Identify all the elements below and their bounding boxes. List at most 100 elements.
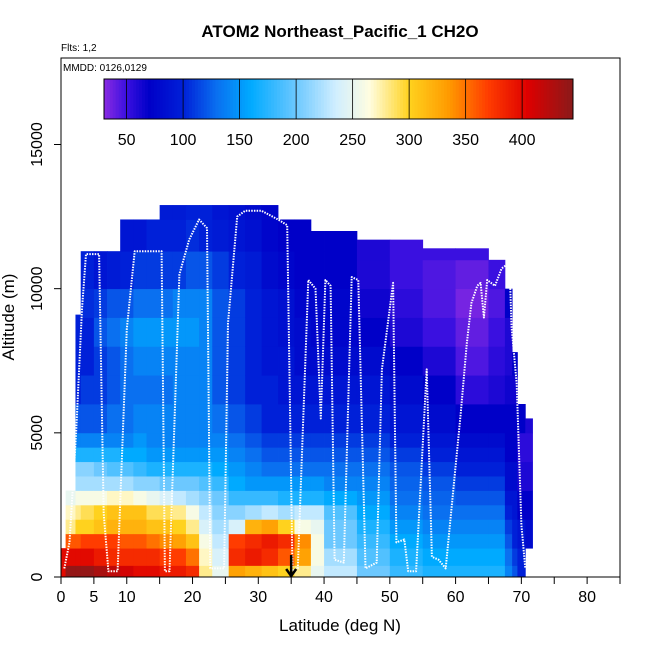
heatmap-cell <box>356 461 391 477</box>
heatmap-cell <box>133 375 147 405</box>
heatmap-cell <box>146 251 161 290</box>
colorbar-swatch <box>288 79 293 119</box>
colorbar-swatch <box>487 79 492 119</box>
colorbar-swatch <box>467 79 471 119</box>
heatmap-cell <box>133 461 147 477</box>
heatmap-cell <box>172 461 187 477</box>
x-tick-label: 80 <box>578 589 596 606</box>
colorbar-swatch <box>417 79 422 119</box>
colorbar-swatch <box>224 79 228 119</box>
heatmap-cell <box>356 476 391 491</box>
heatmap-cell <box>228 375 246 405</box>
heatmap-cell <box>199 317 213 347</box>
colorbar-swatch <box>268 79 272 119</box>
heatmap-cell <box>389 565 424 577</box>
heatmap-cell <box>422 317 456 347</box>
heatmap-cell <box>278 519 295 535</box>
colorbar-swatch <box>180 79 184 119</box>
heatmap-cell <box>185 432 200 448</box>
heatmap-cell <box>212 548 230 566</box>
colorbar-swatch <box>376 79 381 119</box>
colorbar-swatch <box>414 79 419 119</box>
heatmap-cell <box>488 346 506 376</box>
colorbar-swatch <box>104 79 108 119</box>
colorbar-swatch <box>537 79 542 119</box>
colorbar-swatch <box>540 79 545 119</box>
heatmap-cell <box>107 504 121 520</box>
colorbar-swatch <box>373 79 378 119</box>
heatmap-cell <box>389 504 424 520</box>
heatmap-cell <box>455 565 489 577</box>
heatmap-cell <box>80 476 95 491</box>
heatmap-cell <box>120 548 134 566</box>
colorbar-swatch <box>361 79 366 119</box>
heatmap-cell <box>93 565 108 577</box>
heatmap-cell <box>324 346 358 376</box>
heatmap-cell <box>185 447 200 463</box>
colorbar-swatch <box>385 79 389 119</box>
colorbar-swatch <box>526 79 530 119</box>
heatmap-cell <box>159 447 174 463</box>
heatmap-cell <box>294 219 312 252</box>
colorbar-swatch <box>502 79 507 119</box>
heatmap-cell <box>172 346 187 376</box>
heatmap-cell <box>261 219 279 252</box>
heatmap-cell <box>212 404 230 434</box>
heatmap-cell <box>504 346 513 376</box>
heatmap-cell <box>504 565 513 577</box>
heatmap-cell <box>159 251 174 290</box>
colorbar-swatch <box>147 79 152 119</box>
heatmap-cell <box>228 432 246 448</box>
x-axis: 0 5 10 20 30 40 50 60 70 80 <box>57 577 621 606</box>
heatmap-cell <box>504 519 513 535</box>
colorbar-swatch <box>285 79 290 119</box>
colorbar-swatch <box>505 79 510 119</box>
heatmap-cell <box>455 447 489 463</box>
heatmap-cell <box>80 565 95 577</box>
heatmap-cell <box>199 404 213 434</box>
colorbar-swatch <box>218 79 222 119</box>
colorbar-swatch <box>452 79 457 119</box>
heatmap-cell <box>185 205 200 220</box>
heatmap-cell <box>75 404 82 434</box>
heatmap-cell <box>185 346 200 376</box>
heatmap-cell <box>324 231 358 252</box>
heatmap-cell <box>278 504 295 520</box>
heatmap-cell <box>455 490 489 506</box>
heatmap-cell <box>120 251 134 290</box>
colorbar-swatch <box>139 79 143 119</box>
heatmap-cell <box>324 404 358 434</box>
colorbar-swatch <box>203 79 208 119</box>
colorbar-swatch <box>397 79 401 119</box>
colorbar-swatch <box>303 79 307 119</box>
heatmap-cell <box>212 432 230 448</box>
colorbar-swatch <box>209 79 213 119</box>
colorbar-swatch <box>511 79 515 119</box>
heatmap-cell <box>356 259 391 290</box>
heatmap-cell <box>212 346 230 376</box>
heatmap-cell <box>80 533 95 549</box>
heatmap-cell <box>80 519 95 535</box>
colorbar-swatch <box>232 79 237 119</box>
heatmap-cell <box>146 461 161 477</box>
heatmap-cell <box>185 461 200 477</box>
heatmap-cell <box>517 548 526 577</box>
heatmap-cell <box>172 205 187 220</box>
heatmap-cell <box>356 519 391 535</box>
heatmap-cell <box>422 461 456 477</box>
heatmap-cell <box>133 533 147 549</box>
heatmap-cell <box>512 432 518 463</box>
colorbar-swatch <box>552 79 556 119</box>
heatmap-cell <box>422 288 456 318</box>
heatmap-cell <box>133 519 147 535</box>
colorbar-swatch <box>282 79 287 119</box>
heatmap-cell <box>504 317 513 347</box>
heatmap-cell <box>294 565 312 577</box>
heatmap-cell <box>80 548 95 566</box>
colorbar-swatch <box>543 79 548 119</box>
heatmap-cell <box>356 565 391 577</box>
heatmap-cell <box>80 504 95 520</box>
colorbar-swatch <box>432 79 436 119</box>
heatmap-cell <box>212 490 230 506</box>
heatmap-cell <box>422 447 456 463</box>
